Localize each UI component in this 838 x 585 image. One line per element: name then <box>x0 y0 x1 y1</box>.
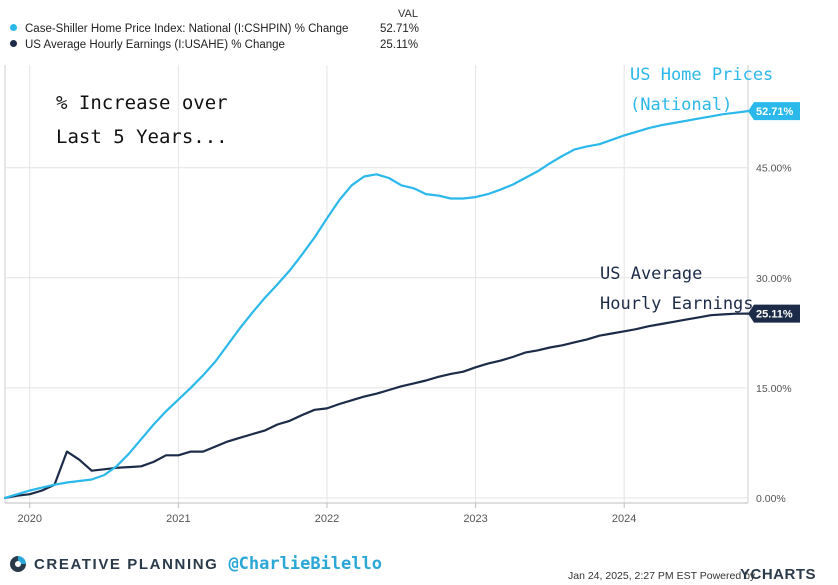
series-lines <box>3 109 750 499</box>
x-tick-label: 2023 <box>463 513 487 525</box>
author-handle[interactable]: @CharlieBilello <box>228 554 382 574</box>
line-chart[interactable]: 2020 2021 2022 2023 2024 0.00% 15.00% 30.00% 45… <box>0 0 838 548</box>
legend-dot-icon <box>10 24 17 32</box>
annotation-home-prices-line2: (National) <box>630 95 732 115</box>
legend-dot-icon <box>10 40 17 48</box>
end-labels: 52.71% 25.11% <box>748 102 800 323</box>
y-tick-label: 0.00% <box>756 493 786 505</box>
x-axis: 2020 2021 2022 2023 2024 <box>5 502 748 525</box>
x-tick-label: 2022 <box>315 513 339 525</box>
end-label-hourly-earnings: 25.11% <box>748 304 800 323</box>
ycharts-logo[interactable]: YCHARTS <box>740 566 817 583</box>
annotation-earnings-line1: US Average <box>600 264 702 284</box>
end-label-tag <box>748 102 800 121</box>
legend-label: Case-Shiller Home Price Index: National … <box>25 23 349 35</box>
annotation-home-prices-line1: US Home Prices <box>630 65 773 85</box>
end-label-home-prices: 52.71% <box>748 102 800 121</box>
gridlines <box>4 65 749 503</box>
footer: CREATIVE PLANNING @CharlieBilello Jan 24… <box>0 548 838 585</box>
timestamp: Jan 24, 2025, 2:27 PM EST Powered by <box>568 570 756 582</box>
legend-value: 25.11% <box>380 39 419 51</box>
legend-item-home-prices[interactable]: Case-Shiller Home Price Index: National … <box>10 23 419 37</box>
legend-value-header: VAL <box>398 8 418 20</box>
series-line-home-prices[interactable] <box>3 109 750 499</box>
series-line-hourly-earnings[interactable] <box>3 312 750 499</box>
x-tick-label: 2021 <box>166 513 190 525</box>
annotation-title-line1: % Increase over <box>56 92 228 114</box>
legend-item-hourly-earnings[interactable]: US Average Hourly Earnings (I:USAHE) % C… <box>10 39 418 53</box>
end-label-value: 52.71% <box>756 106 794 118</box>
end-label-tag <box>748 304 800 323</box>
x-tick-label: 2024 <box>612 513 636 525</box>
end-label-value: 25.11% <box>756 309 793 321</box>
legend: VAL Case-Shiller Home Price Index: Natio… <box>0 0 838 60</box>
y-axis: 0.00% 15.00% 30.00% 45.00% <box>756 163 792 505</box>
x-tick-label: 2020 <box>18 513 42 525</box>
legend-value: 52.71% <box>380 23 420 35</box>
brand: CREATIVE PLANNING @CharlieBilello <box>8 554 382 574</box>
y-tick-label: 30.00% <box>756 273 792 285</box>
creative-planning-logo-icon <box>10 556 26 572</box>
brand-name: CREATIVE PLANNING <box>34 555 219 573</box>
y-tick-label: 45.00% <box>756 163 792 175</box>
annotation-title-line2: Last 5 Years... <box>56 126 228 148</box>
y-tick-label: 15.00% <box>756 383 792 395</box>
legend-label: US Average Hourly Earnings (I:USAHE) % C… <box>25 39 285 51</box>
annotation-earnings-line2: Hourly Earnings <box>600 294 754 314</box>
